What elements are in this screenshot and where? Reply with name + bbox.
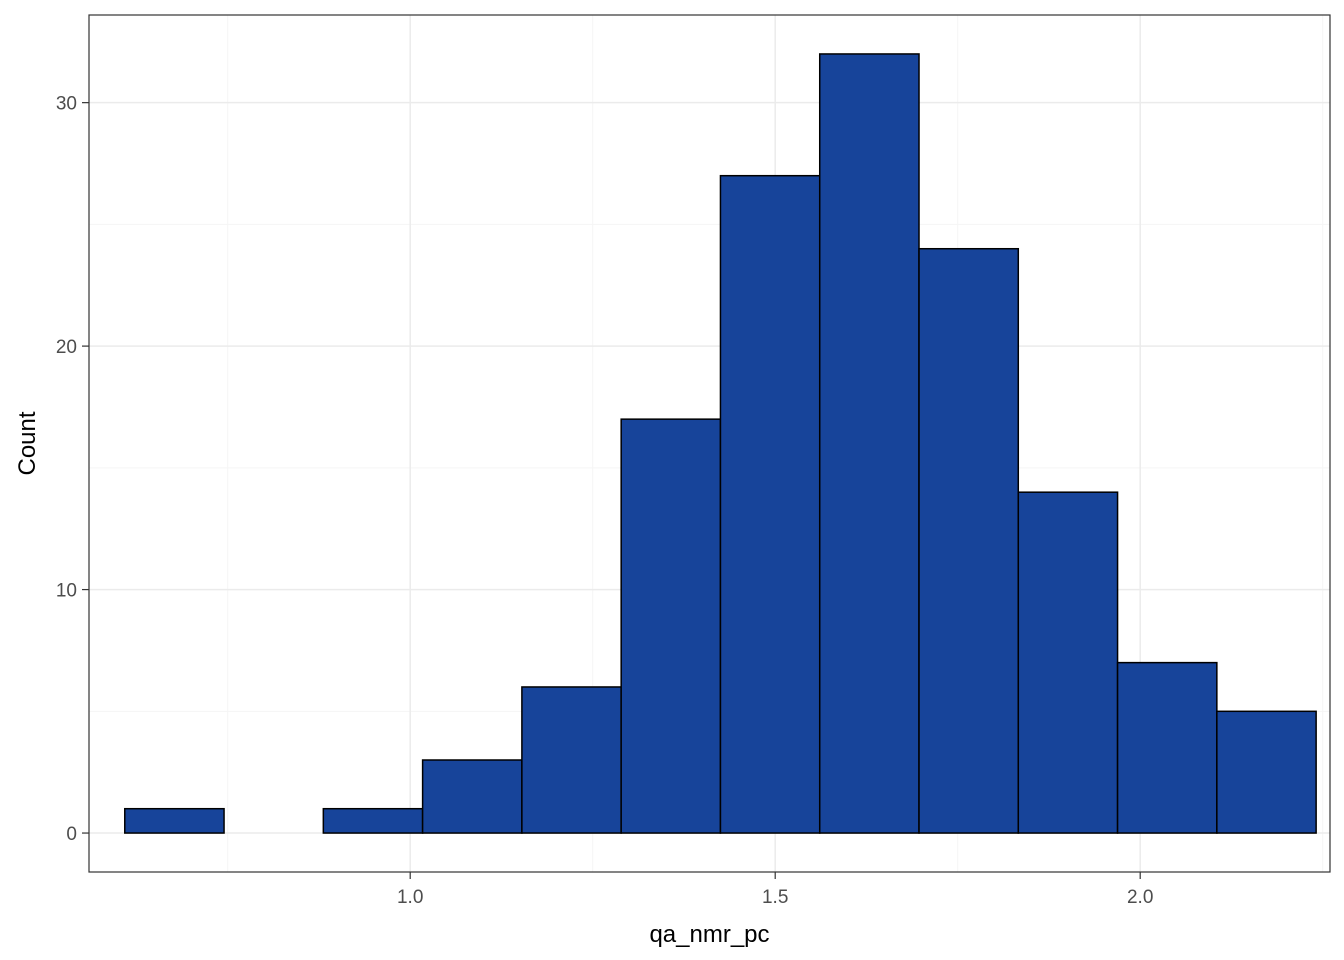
x-tick-label: 1.5	[762, 887, 788, 908]
x-tick-label: 2.0	[1127, 887, 1153, 908]
x-tick-label: 1.0	[397, 887, 423, 908]
histogram-bar	[1216, 710, 1317, 834]
y-axis-ticks: 0 10 20 30	[56, 94, 89, 845]
histogram-bar	[322, 807, 424, 834]
histogram-bar	[421, 759, 523, 834]
histogram-bar	[1017, 491, 1119, 834]
histogram-bar	[719, 174, 821, 834]
histogram-bar	[620, 418, 722, 834]
y-tick-label: 20	[56, 337, 77, 358]
panel-border	[88, 14, 1331, 873]
y-axis-title: Count	[14, 411, 41, 475]
histogram-bar	[1116, 661, 1218, 834]
histogram-bar	[521, 686, 622, 834]
y-tick-label: 30	[56, 94, 77, 115]
x-axis-title: qa_nmr_pc	[649, 921, 769, 948]
histogram-bars	[124, 53, 1317, 834]
x-axis-ticks: 1.0 1.5 2.0	[397, 872, 1153, 908]
histogram-bar	[918, 247, 1020, 834]
histogram-bar	[818, 53, 920, 834]
histogram-bar	[124, 807, 225, 834]
y-tick-label: 10	[56, 581, 77, 602]
y-tick-label: 0	[66, 824, 77, 845]
